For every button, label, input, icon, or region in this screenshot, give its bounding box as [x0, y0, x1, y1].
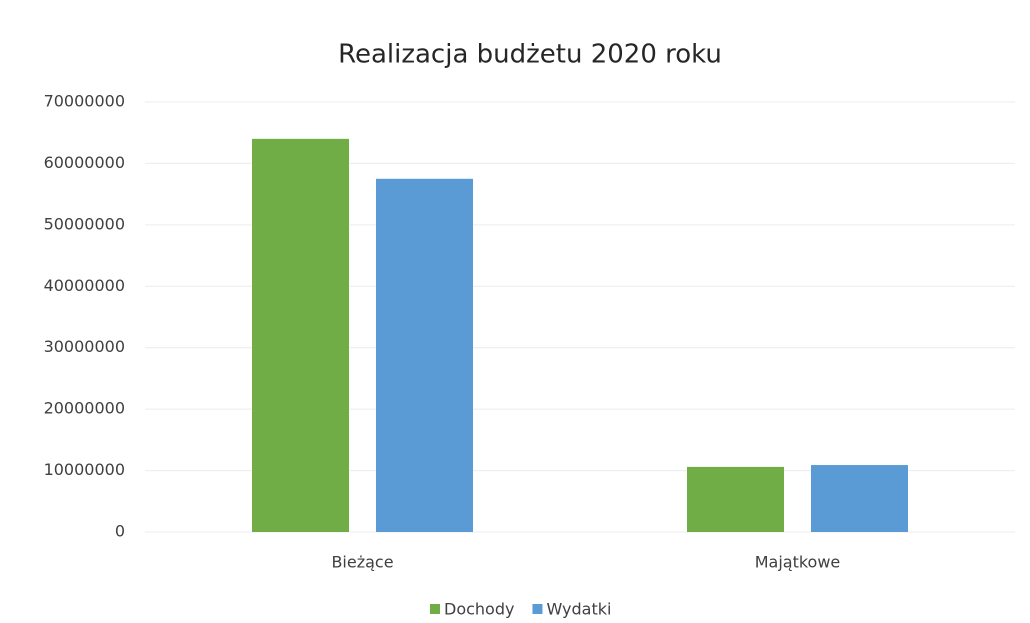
y-tick-label: 60000000 — [44, 153, 125, 172]
y-tick-label: 50000000 — [44, 214, 125, 233]
bar — [811, 465, 908, 532]
y-tick-label: 0 — [115, 522, 125, 541]
legend-swatch — [532, 604, 543, 614]
legend-swatch — [430, 604, 440, 614]
legend-label: Wydatki — [546, 600, 611, 619]
x-tick-label: Bieżące — [331, 553, 393, 572]
bar — [252, 138, 349, 532]
legend-label: Dochody — [444, 600, 514, 619]
y-tick-label: 70000000 — [44, 92, 125, 111]
y-tick-label: 10000000 — [44, 460, 125, 479]
bar — [687, 466, 784, 532]
bar — [376, 178, 473, 533]
y-tick-label: 20000000 — [44, 399, 125, 418]
y-tick-label: 40000000 — [44, 276, 125, 295]
chart-title: Realizacja budżetu 2020 roku — [338, 40, 722, 70]
y-tick-label: 30000000 — [44, 337, 125, 356]
x-tick-label: Majątkowe — [755, 553, 841, 572]
